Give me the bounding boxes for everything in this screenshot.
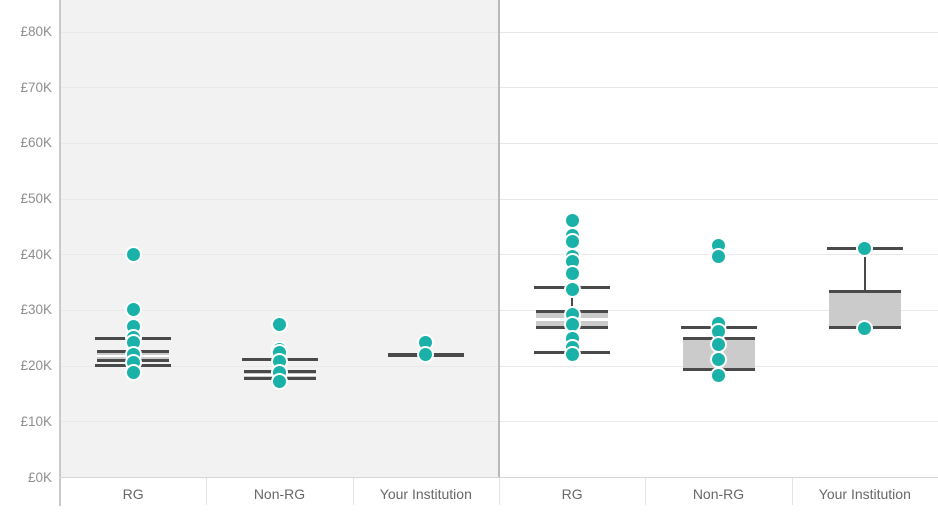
data-point[interactable]	[126, 366, 140, 380]
data-point[interactable]	[565, 308, 579, 322]
y-tick-label: £40K	[20, 246, 52, 262]
data-point[interactable]	[712, 250, 725, 264]
category-separator	[499, 477, 500, 505]
category-label-rg: RG	[561, 485, 583, 502]
category-label-non-rg: Non-RG	[253, 485, 306, 502]
data-point[interactable]	[565, 348, 579, 362]
y-tick-label: £50K	[20, 191, 52, 207]
y-tick-label: £20K	[20, 358, 52, 374]
data-point[interactable]	[126, 319, 140, 333]
data-point[interactable]	[712, 338, 725, 352]
y-tick-label: £70K	[20, 79, 52, 95]
box-whisker-line-top	[570, 287, 574, 310]
data-point[interactable]	[565, 318, 579, 332]
data-point[interactable]	[565, 283, 579, 297]
y-tick-label: £60K	[20, 135, 52, 151]
data-point[interactable]	[565, 255, 579, 269]
data-point[interactable]	[858, 241, 872, 255]
data-point[interactable]	[858, 322, 872, 336]
data-point[interactable]	[419, 348, 433, 362]
data-point[interactable]	[126, 356, 140, 370]
box-whisker-line-top	[863, 248, 867, 290]
data-point[interactable]	[565, 235, 579, 249]
data-point[interactable]	[565, 213, 579, 227]
data-point[interactable]	[126, 335, 140, 349]
data-point[interactable]	[273, 354, 286, 368]
data-point[interactable]	[712, 368, 725, 382]
data-point[interactable]	[419, 335, 433, 349]
category-separator	[206, 477, 208, 505]
data-point[interactable]	[712, 238, 725, 252]
data-point[interactable]	[712, 324, 725, 338]
box-rect[interactable]	[828, 289, 901, 329]
data-point[interactable]	[712, 353, 725, 367]
category-label-non-rg: Non-RG	[692, 485, 745, 502]
y-tick-label: £80K	[20, 24, 52, 39]
y-tick-label: £0K	[27, 469, 52, 485]
data-point[interactable]	[126, 248, 140, 262]
category-label-your-institution: Your Institution	[818, 485, 911, 502]
data-point[interactable]	[126, 303, 140, 317]
x-axis-line	[59, 477, 938, 479]
y-axis-line	[59, 0, 61, 506]
category-label-rg: RG	[122, 485, 144, 502]
panel-divider	[498, 0, 500, 478]
panel-background-left	[60, 0, 499, 478]
category-separator	[352, 477, 354, 505]
data-point[interactable]	[565, 266, 579, 280]
y-tick-label: £30K	[20, 302, 52, 318]
category-separator	[645, 477, 647, 505]
data-point[interactable]	[273, 318, 286, 332]
data-point[interactable]	[273, 375, 286, 389]
y-tick-label: £10K	[20, 413, 52, 429]
category-separator	[791, 477, 793, 505]
category-label-your-institution: Your Institution	[379, 485, 472, 502]
